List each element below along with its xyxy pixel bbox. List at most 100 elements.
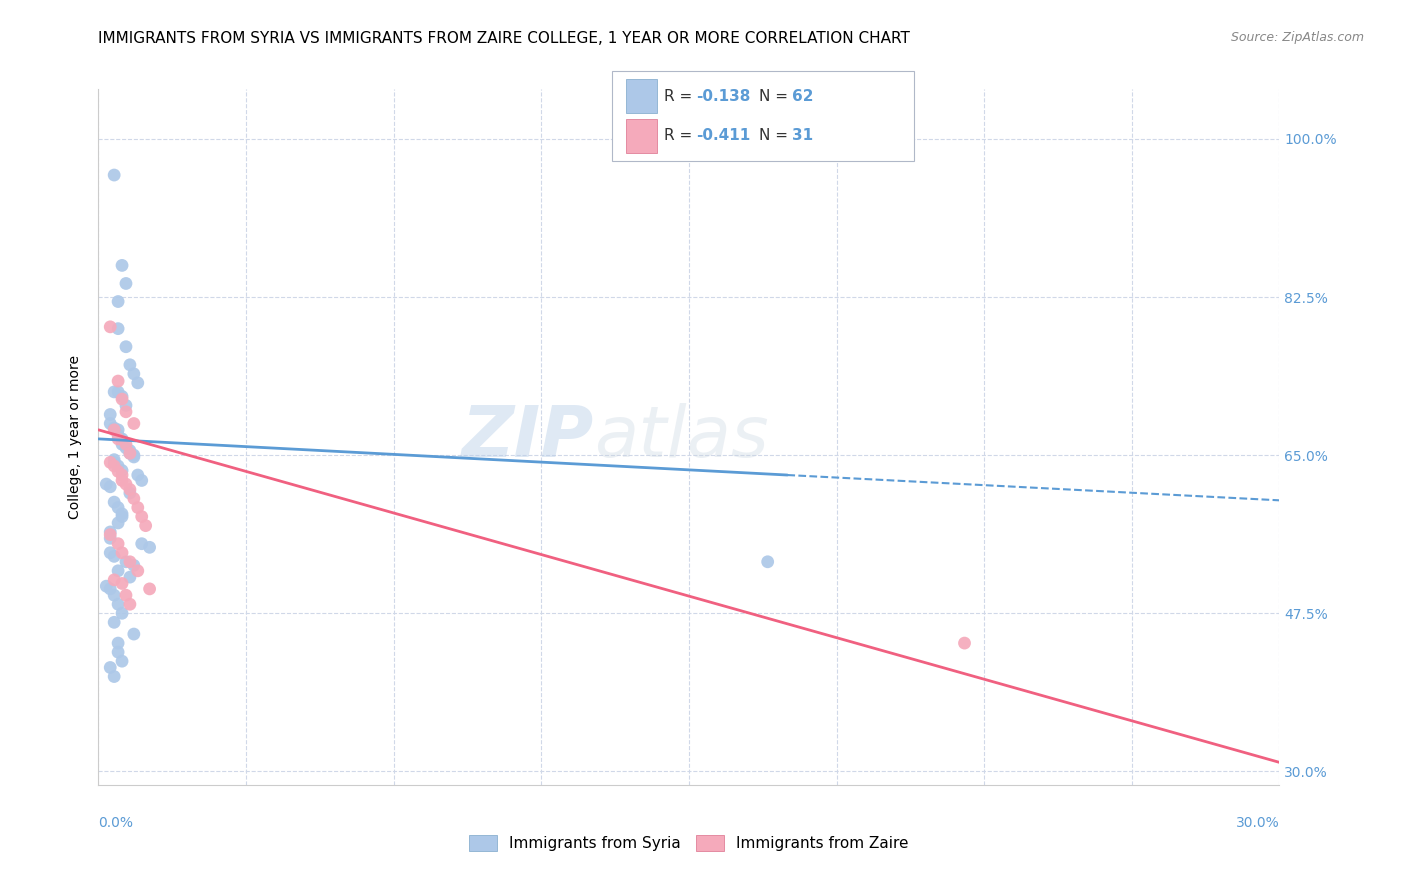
Point [122,417,145,431]
Point [118,358,141,372]
Point [107,458,129,473]
Point [115,405,138,419]
Point [103,588,125,602]
Point [118,570,141,584]
Point [98,319,121,334]
Point [96,477,118,491]
Point [115,555,138,569]
Point [131,537,153,551]
Point [107,645,129,659]
Point [122,627,145,641]
Point [122,450,145,464]
Point [115,437,138,451]
Point [103,615,125,630]
Point [118,597,141,611]
Text: R =: R = [664,128,697,143]
Point [118,446,141,460]
Point [103,669,125,683]
Point [107,464,129,478]
Point [107,516,129,530]
Point [111,546,134,560]
Text: Source: ZipAtlas.com: Source: ZipAtlas.com [1230,31,1364,45]
Point [127,564,149,578]
Point [107,321,129,335]
Point [98,417,121,431]
Text: 62: 62 [792,89,813,103]
Point [135,518,157,533]
Point [107,564,129,578]
Text: ZIP: ZIP [463,402,595,472]
Point [98,455,121,469]
Text: atlas: atlas [595,402,769,472]
Point [103,455,125,469]
Point [115,399,138,413]
Point [111,468,134,483]
Point [111,389,134,403]
Point [107,537,129,551]
Point [98,546,121,560]
Legend: Immigrants from Syria, Immigrants from Zaire: Immigrants from Syria, Immigrants from Z… [464,829,914,857]
Point [756,555,779,569]
Point [98,582,121,596]
Point [98,524,121,539]
Text: N =: N = [759,89,793,103]
Point [115,441,138,455]
Point [111,392,134,406]
Point [111,654,134,668]
Point [103,423,125,437]
Point [138,582,160,596]
Point [107,294,129,309]
Point [111,607,134,621]
Point [127,500,149,515]
Point [111,576,134,591]
Text: -0.138: -0.138 [696,89,751,103]
Text: 31: 31 [792,128,813,143]
Point [103,421,125,435]
Point [118,555,141,569]
Point [98,480,121,494]
Point [953,636,976,650]
Point [111,474,134,488]
Point [111,463,134,477]
Text: R =: R = [664,89,697,103]
Point [118,483,141,497]
Point [98,531,121,545]
Point [98,527,121,541]
Point [103,384,125,399]
Point [107,423,129,437]
Point [111,259,134,273]
Point [107,636,129,650]
Point [115,340,138,354]
Point [107,597,129,611]
Point [122,491,145,506]
Point [111,432,134,446]
Point [107,500,129,515]
Point [103,458,125,473]
Point [115,277,138,291]
Point [103,495,125,509]
Text: -0.411: -0.411 [696,128,751,143]
Point [122,367,145,381]
Point [115,477,138,491]
Point [103,549,125,564]
Point [118,443,141,458]
Point [96,579,118,593]
Text: 0.0%: 0.0% [98,816,134,830]
Point [107,428,129,442]
Point [131,509,153,524]
Point [115,588,138,602]
Point [107,432,129,446]
Point [131,474,153,488]
Point [118,446,141,460]
Text: 30.0%: 30.0% [1236,816,1279,830]
Point [118,486,141,500]
Text: IMMIGRANTS FROM SYRIA VS IMMIGRANTS FROM ZAIRE COLLEGE, 1 YEAR OR MORE CORRELATI: IMMIGRANTS FROM SYRIA VS IMMIGRANTS FROM… [98,31,910,46]
Y-axis label: College, 1 year or more: College, 1 year or more [69,355,83,519]
Point [103,452,125,467]
Text: N =: N = [759,128,793,143]
Point [98,408,121,422]
Point [107,384,129,399]
Point [103,573,125,587]
Point [111,507,134,521]
Point [138,541,160,555]
